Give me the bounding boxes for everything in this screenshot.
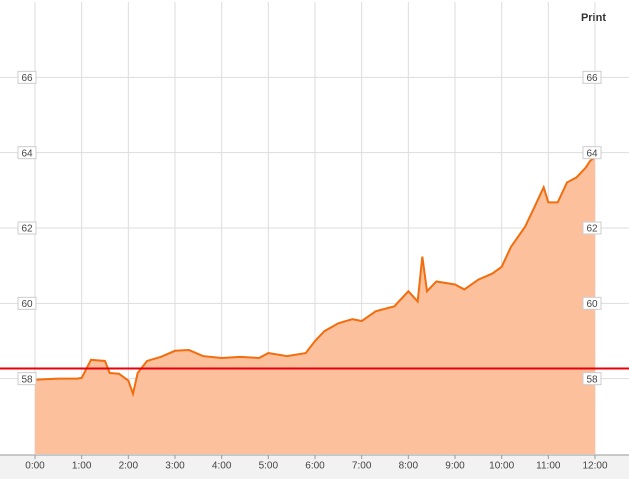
x-tick-label: 3:00 bbox=[165, 461, 185, 472]
x-tick-label: 10:00 bbox=[489, 461, 514, 472]
print-button[interactable]: Print bbox=[581, 12, 606, 24]
y-tick-box bbox=[17, 296, 37, 310]
x-tick-label: 6:00 bbox=[305, 461, 325, 472]
y-tick-label-left: 66 bbox=[21, 73, 33, 84]
y-tick-box bbox=[582, 146, 602, 160]
y-tick-box bbox=[17, 70, 37, 84]
y-tick-label-right: 58 bbox=[586, 374, 598, 385]
y-tick-label-right: 60 bbox=[586, 299, 598, 310]
y-tick-box bbox=[582, 296, 602, 310]
x-tick-label: 12:00 bbox=[582, 461, 607, 472]
y-tick-box bbox=[17, 372, 37, 386]
x-tick-label: 11:00 bbox=[536, 461, 561, 472]
y-tick-label-right: 66 bbox=[586, 73, 598, 84]
y-tick-box bbox=[17, 146, 37, 160]
x-tick-label: 9:00 bbox=[445, 461, 465, 472]
y-tick-box bbox=[17, 221, 37, 235]
y-tick-label-left: 60 bbox=[21, 299, 33, 310]
y-tick-label-left: 58 bbox=[21, 374, 33, 385]
y-tick-box bbox=[582, 70, 602, 84]
x-tick-label: 2:00 bbox=[119, 461, 139, 472]
x-tick-label: 7:00 bbox=[352, 461, 372, 472]
y-tick-label-left: 62 bbox=[21, 224, 33, 235]
line bbox=[34, 156, 596, 398]
y-tick-label-left: 64 bbox=[21, 148, 33, 159]
x-tick-label: 0:00 bbox=[25, 461, 45, 472]
area bbox=[35, 157, 595, 454]
y-tick-box bbox=[582, 372, 602, 386]
y-tick-box bbox=[582, 221, 602, 235]
x-tick-label: 4:00 bbox=[212, 461, 232, 472]
x-tick-label: 1:00 bbox=[72, 461, 92, 472]
y-tick-label-right: 64 bbox=[586, 148, 598, 159]
x-tick-label: 8:00 bbox=[399, 461, 419, 472]
y-tick-label-right: 62 bbox=[586, 224, 598, 235]
x-tick-label: 5:00 bbox=[259, 461, 279, 472]
